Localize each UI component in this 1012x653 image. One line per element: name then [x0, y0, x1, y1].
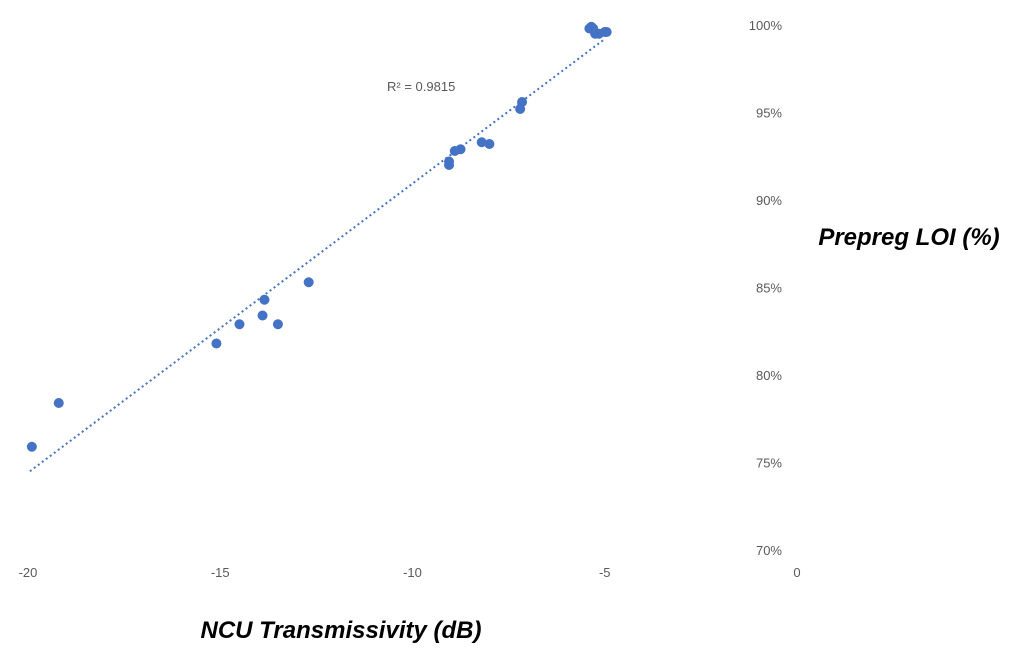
data-points-layer [26, 21, 612, 452]
y-axis-ticks: 70% 75% 80% 85% 90% 95% 100% [749, 18, 783, 558]
y-tick-label: 70% [756, 543, 782, 558]
data-point [234, 319, 245, 330]
x-tick-label: -15 [211, 565, 230, 580]
y-tick-label: 85% [756, 281, 782, 296]
data-point [257, 310, 268, 321]
data-point [272, 319, 283, 330]
data-point [53, 398, 64, 408]
y-tick-label: 80% [756, 368, 782, 383]
x-tick-label: -20 [19, 565, 38, 580]
x-axis-title: NCU Transmissivity (dB) [201, 617, 482, 644]
y-tick-label: 100% [749, 18, 783, 33]
data-point [517, 97, 528, 107]
data-point [484, 139, 495, 149]
y-axis-title: Prepreg LOI (%) [818, 224, 999, 251]
y-tick-label: 95% [756, 106, 782, 121]
x-tick-label: -5 [599, 565, 611, 580]
data-point [455, 144, 466, 155]
data-point [211, 338, 222, 349]
data-point [444, 156, 455, 167]
data-point [26, 441, 37, 452]
data-point [601, 27, 612, 37]
x-tick-label: 0 [793, 565, 800, 580]
y-tick-label: 90% [756, 193, 782, 208]
r-squared-label: R² = 0.9815 [387, 79, 455, 94]
x-axis-ticks: -20 -15 -10 -5 0 [19, 565, 801, 580]
data-point [259, 294, 270, 305]
data-point [476, 137, 487, 148]
x-tick-label: -10 [403, 565, 422, 580]
y-tick-label: 75% [756, 456, 782, 471]
data-point [303, 277, 314, 288]
